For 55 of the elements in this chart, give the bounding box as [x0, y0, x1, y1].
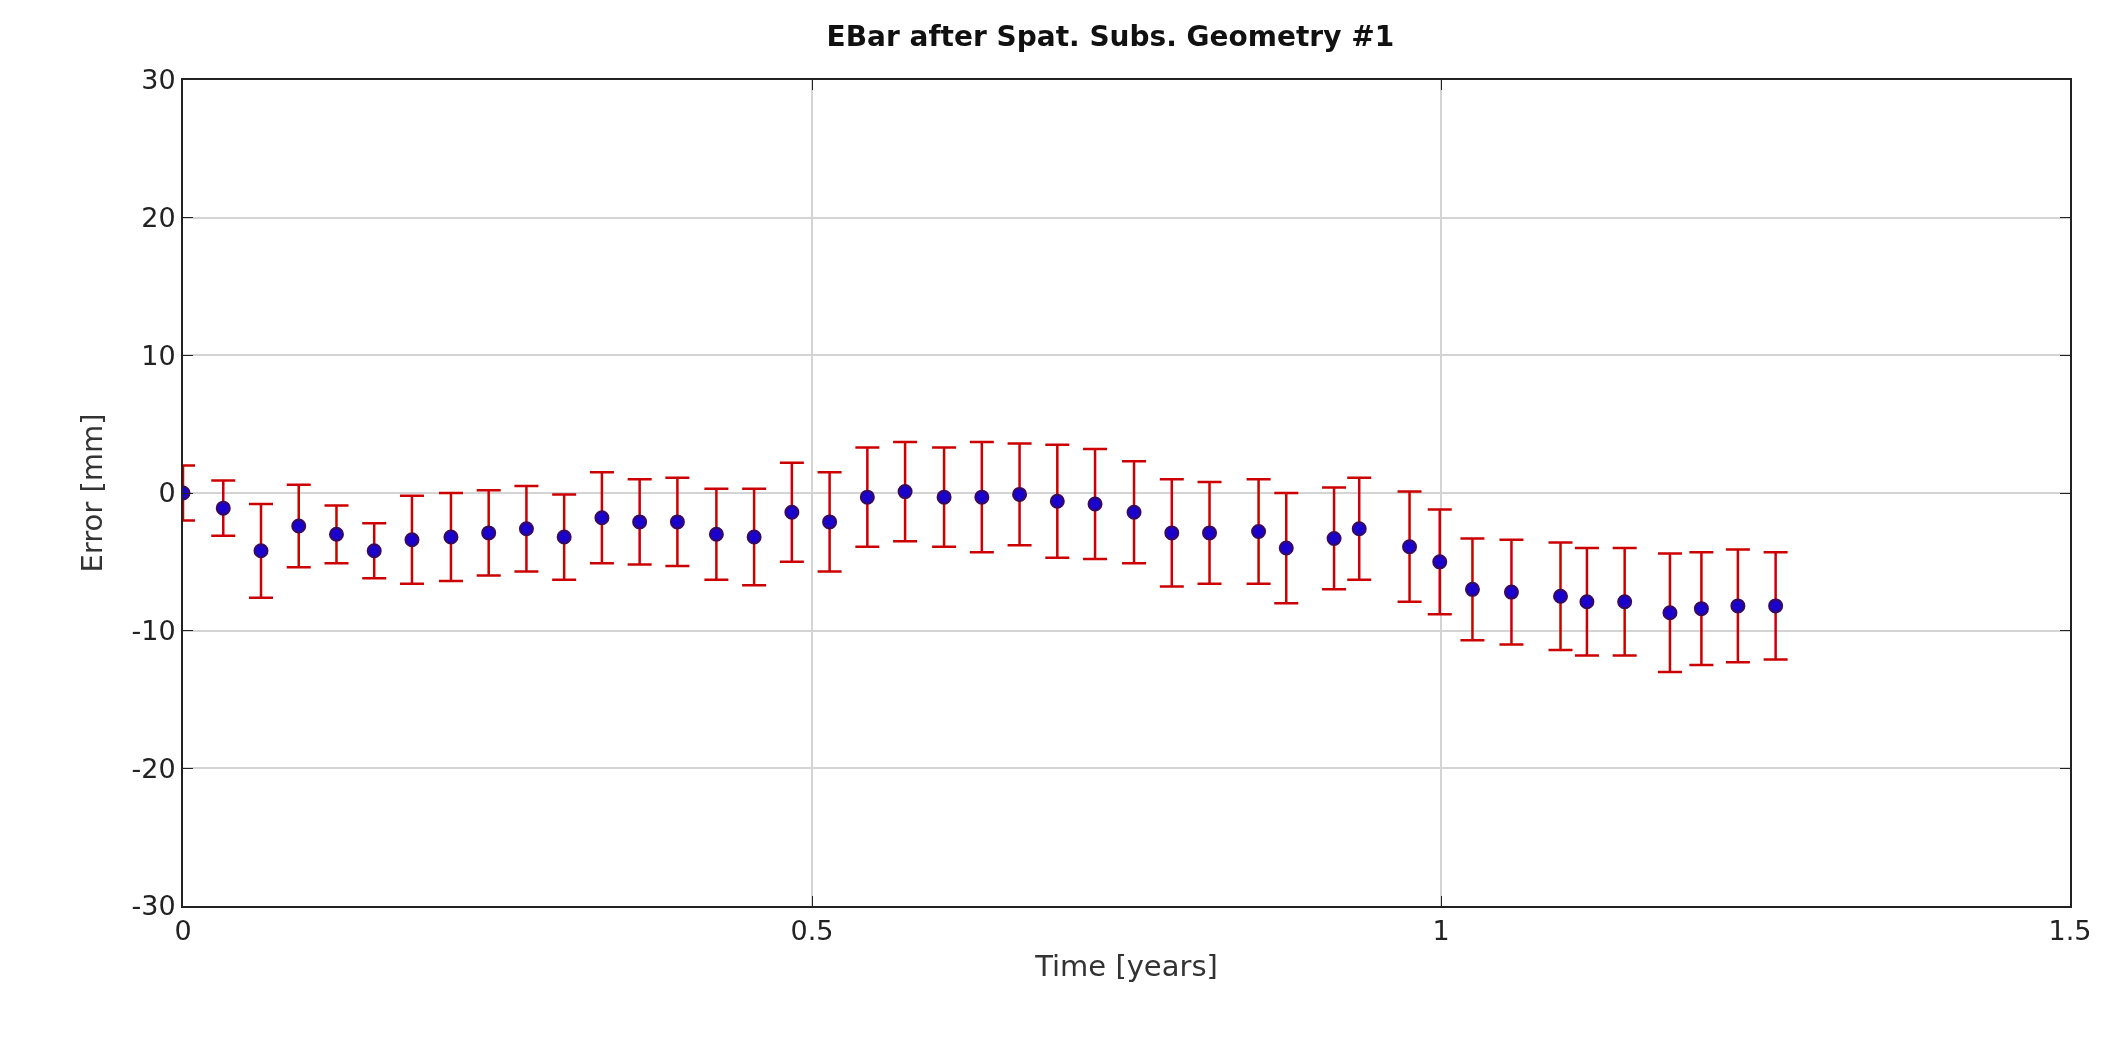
point — [746, 529, 762, 545]
point — [936, 489, 952, 505]
y-tick-label: 30 — [141, 64, 176, 96]
point — [518, 521, 534, 537]
point — [215, 500, 231, 516]
point — [253, 543, 269, 559]
point — [1768, 598, 1784, 614]
point — [1049, 493, 1065, 509]
point — [1432, 554, 1448, 570]
point — [1662, 605, 1678, 621]
point — [1326, 530, 1342, 546]
point — [1164, 525, 1180, 541]
y-tick-label: -20 — [131, 752, 176, 784]
point — [784, 504, 800, 520]
point — [897, 484, 913, 500]
point — [366, 543, 382, 559]
point — [481, 525, 497, 541]
point — [291, 518, 307, 534]
x-tick-label: 0.5 — [790, 915, 834, 947]
point — [556, 529, 572, 545]
point — [1730, 598, 1746, 614]
point — [1251, 524, 1267, 540]
x-tick-label: 1.5 — [2048, 915, 2092, 947]
point — [1087, 496, 1103, 512]
point — [1126, 504, 1142, 520]
y-tick-label: 20 — [141, 202, 176, 234]
y-axis-title: Error [mm] — [75, 413, 110, 573]
y-tick-label: -30 — [131, 890, 176, 922]
point — [708, 526, 724, 542]
point — [404, 532, 420, 548]
chart-title: EBar after Spat. Subs. Geometry #1 — [826, 20, 1395, 53]
point — [1202, 525, 1218, 541]
point — [1579, 594, 1595, 610]
y-tick-label: 10 — [141, 339, 176, 371]
point — [1503, 584, 1519, 600]
y-tick-label: -10 — [131, 615, 176, 647]
point — [1553, 588, 1569, 604]
y-tick-label: 0 — [158, 477, 176, 509]
point — [1351, 521, 1367, 537]
point — [859, 489, 875, 505]
point — [328, 526, 344, 542]
point — [1617, 594, 1633, 610]
point — [594, 510, 610, 526]
point — [1012, 486, 1028, 502]
point — [974, 489, 990, 505]
point — [632, 514, 648, 530]
point — [822, 514, 838, 530]
point — [443, 529, 459, 545]
point — [669, 514, 685, 530]
point — [1693, 601, 1709, 617]
x-tick-label: 1 — [1432, 915, 1450, 947]
point — [1402, 539, 1418, 555]
point — [1278, 540, 1294, 556]
point — [1464, 581, 1480, 597]
x-axis-title: Time [years] — [1034, 948, 1218, 983]
